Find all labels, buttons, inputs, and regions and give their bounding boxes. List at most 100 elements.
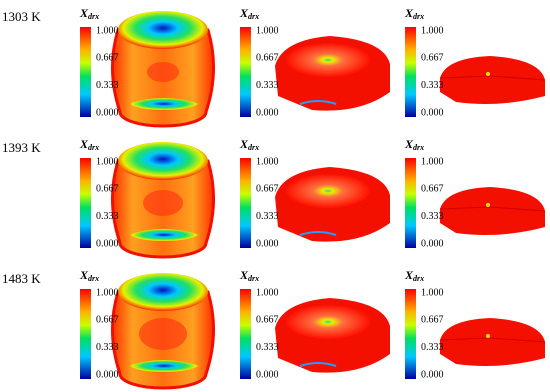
colorbar bbox=[240, 27, 251, 117]
specimen-bottom bbox=[128, 229, 200, 242]
specimen-bottom bbox=[128, 360, 200, 373]
colorbar-tick: 0.333 bbox=[96, 211, 119, 222]
colorbar bbox=[405, 158, 416, 248]
colorbar-symbol: X bbox=[404, 137, 414, 151]
specimen-dome-bottom bbox=[299, 231, 337, 236]
colorbar-symbol: X bbox=[79, 137, 89, 151]
colorbar-subscript: drx bbox=[413, 143, 424, 152]
specimen-disk bbox=[440, 56, 545, 104]
colorbar-tick: 0.667 bbox=[421, 315, 444, 326]
colorbar-tick: 0.333 bbox=[96, 342, 119, 353]
colorbar-tick: 1.000 bbox=[256, 287, 279, 298]
specimen-top bbox=[118, 11, 208, 49]
colorbar-tick: 0.667 bbox=[96, 184, 119, 195]
colorbar-tick: 0.667 bbox=[256, 53, 279, 64]
colorbar-tick: 1.000 bbox=[256, 156, 279, 167]
colorbar-tick: 0.667 bbox=[421, 53, 444, 64]
colorbar bbox=[80, 158, 91, 248]
colorbar-label: Xdrx bbox=[239, 6, 259, 21]
specimen-disk-face bbox=[439, 337, 546, 343]
colorbar-tick: 0.000 bbox=[421, 238, 444, 249]
colorbar-tick: 0.667 bbox=[256, 315, 279, 326]
colorbar-label: Xdrx bbox=[404, 137, 424, 152]
colorbar-tick: 0.000 bbox=[96, 238, 119, 249]
specimen-center bbox=[147, 62, 179, 82]
colorbar bbox=[80, 27, 91, 117]
colorbar-tick: 0.000 bbox=[421, 369, 444, 380]
colorbar-tick: 0.333 bbox=[421, 80, 444, 91]
colorbar-tick: 1.000 bbox=[421, 25, 444, 36]
colorbar-symbol: X bbox=[239, 137, 249, 151]
colorbar-tick: 0.333 bbox=[256, 80, 279, 91]
specimen-disk bbox=[440, 187, 545, 235]
specimen-disk-face bbox=[439, 75, 546, 81]
row-label: 1483 K bbox=[2, 271, 41, 286]
colorbar-tick: 0.667 bbox=[96, 53, 119, 64]
colorbar-tick: 0.000 bbox=[96, 369, 119, 380]
colorbar-tick: 1.000 bbox=[96, 25, 119, 36]
row: 1393 K Xdrx 1.000 0.667 0.333 0.000 Xdrx 1.000 0… bbox=[2, 137, 546, 259]
colorbar-tick: 1.000 bbox=[96, 287, 119, 298]
colorbar-tick: 0.333 bbox=[96, 80, 119, 91]
row-label: 1393 K bbox=[2, 140, 41, 155]
colorbar bbox=[405, 27, 416, 117]
colorbar-label: Xdrx bbox=[239, 268, 259, 283]
colorbar-tick: 1.000 bbox=[421, 156, 444, 167]
specimen-dome-top bbox=[286, 43, 370, 77]
specimen-top bbox=[118, 142, 208, 180]
colorbar-symbol: X bbox=[239, 6, 249, 20]
colorbar-label: Xdrx bbox=[79, 268, 99, 283]
colorbar-symbol: X bbox=[79, 6, 89, 20]
specimen-disk bbox=[440, 318, 545, 366]
colorbar-subscript: drx bbox=[88, 274, 99, 283]
specimen-top bbox=[118, 273, 208, 311]
colorbar bbox=[80, 289, 91, 379]
specimen-dome-top bbox=[286, 305, 370, 339]
row: 1483 K Xdrx 1.000 0.667 0.333 0.000 Xdrx 1.000 0… bbox=[2, 268, 546, 390]
colorbar-subscript: drx bbox=[248, 12, 259, 21]
specimen-disk-face bbox=[439, 206, 546, 212]
colorbar-symbol: X bbox=[239, 268, 249, 282]
specimen-center bbox=[143, 190, 183, 216]
colorbar-tick: 0.000 bbox=[96, 107, 119, 118]
colorbar-subscript: drx bbox=[248, 143, 259, 152]
colorbar-tick: 1.000 bbox=[96, 156, 119, 167]
specimen-disk-dot bbox=[486, 203, 490, 207]
colorbar-symbol: X bbox=[404, 6, 414, 20]
specimen-center bbox=[139, 318, 187, 350]
specimen-disk-dot bbox=[486, 334, 490, 338]
colorbar-tick: 0.000 bbox=[421, 107, 444, 118]
colorbar-tick: 1.000 bbox=[256, 25, 279, 36]
specimen-dome-bottom bbox=[299, 100, 337, 105]
specimen-dome-bottom bbox=[299, 362, 337, 367]
colorbar-tick: 0.000 bbox=[256, 369, 279, 380]
colorbar-tick: 0.333 bbox=[421, 211, 444, 222]
colorbar-label: Xdrx bbox=[79, 6, 99, 21]
colorbar-tick: 1.000 bbox=[421, 287, 444, 298]
colorbar-subscript: drx bbox=[248, 274, 259, 283]
specimen-disk-dot bbox=[486, 72, 490, 76]
colorbar-tick: 0.333 bbox=[256, 211, 279, 222]
colorbar bbox=[240, 158, 251, 248]
specimen-bottom bbox=[128, 98, 200, 111]
colorbar-label: Xdrx bbox=[404, 6, 424, 21]
row-label: 1303 K bbox=[2, 9, 41, 24]
colorbar-tick: 0.333 bbox=[421, 342, 444, 353]
colorbar-subscript: drx bbox=[88, 12, 99, 21]
colorbar-tick: 0.667 bbox=[256, 184, 279, 195]
colorbar-label: Xdrx bbox=[79, 137, 99, 152]
colorbar-tick: 0.667 bbox=[421, 184, 444, 195]
colorbar-subscript: drx bbox=[88, 143, 99, 152]
specimen-dome-top bbox=[286, 174, 370, 208]
colorbar-symbol: X bbox=[79, 268, 89, 282]
colorbar-label: Xdrx bbox=[404, 268, 424, 283]
colorbar bbox=[240, 289, 251, 379]
colorbar-label: Xdrx bbox=[239, 137, 259, 152]
colorbar-symbol: X bbox=[404, 268, 414, 282]
colorbar-subscript: drx bbox=[413, 274, 424, 283]
colorbar-subscript: drx bbox=[413, 12, 424, 21]
row: 1303 K Xdrx 1.000 0.667 0.333 0.000 Xdrx 1.000 0… bbox=[2, 6, 546, 128]
colorbar-tick: 0.333 bbox=[256, 342, 279, 353]
colorbar-tick: 0.667 bbox=[96, 315, 119, 326]
